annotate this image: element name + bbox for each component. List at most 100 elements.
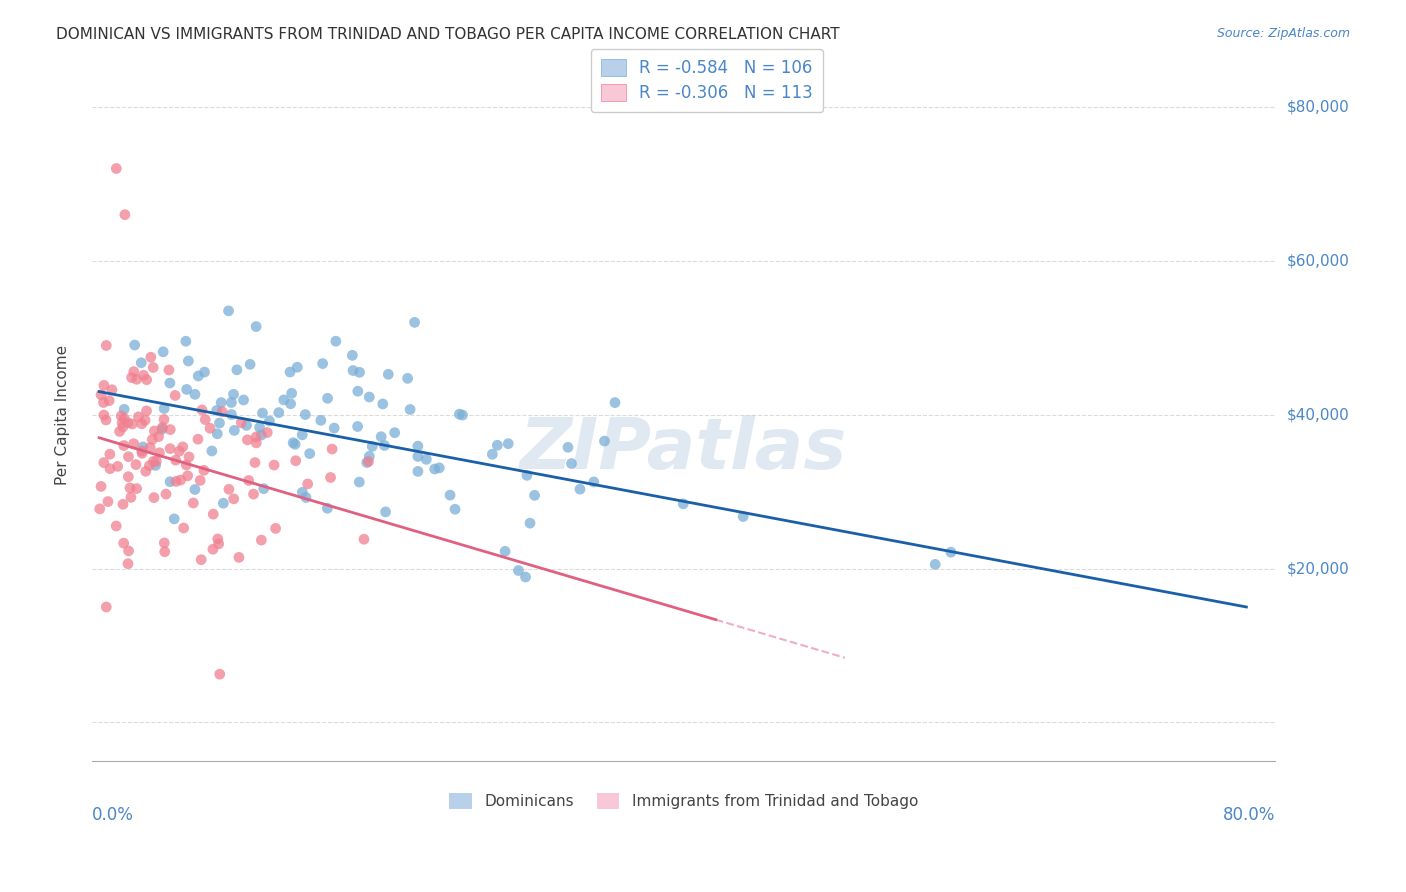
- Point: [263, 458, 285, 472]
- Point: [218, 483, 240, 497]
- Point: [316, 501, 339, 516]
- Point: [90, 479, 112, 493]
- Point: [523, 488, 546, 502]
- Point: [238, 474, 260, 488]
- Text: $20,000: $20,000: [1286, 561, 1350, 576]
- Point: [423, 462, 446, 476]
- Point: [342, 348, 364, 362]
- Point: [519, 516, 541, 530]
- Point: [496, 436, 519, 450]
- Point: [134, 413, 156, 427]
- Point: [373, 438, 395, 452]
- Point: [284, 453, 307, 467]
- Point: [188, 474, 211, 488]
- Point: [283, 435, 305, 450]
- Point: [129, 356, 152, 370]
- Point: [107, 459, 129, 474]
- Point: [280, 386, 302, 401]
- Point: [105, 519, 128, 533]
- Point: [117, 450, 139, 464]
- Point: [733, 509, 755, 524]
- Text: DOMINICAN VS IMMIGRANTS FROM TRINIDAD AND TOBAGO PER CAPITA INCOME CORRELATION C: DOMINICAN VS IMMIGRANTS FROM TRINIDAD AN…: [56, 27, 839, 42]
- Point: [406, 464, 429, 478]
- Point: [117, 544, 139, 558]
- Text: 80.0%: 80.0%: [1223, 805, 1275, 824]
- Point: [311, 357, 333, 371]
- Point: [135, 373, 157, 387]
- Point: [98, 447, 121, 461]
- Point: [427, 461, 450, 475]
- Point: [259, 414, 281, 428]
- Point: [250, 428, 273, 442]
- Point: [108, 425, 131, 439]
- Point: [321, 442, 343, 456]
- Point: [117, 469, 139, 483]
- Point: [132, 368, 155, 383]
- Point: [177, 354, 200, 368]
- Point: [98, 461, 121, 475]
- Point: [323, 421, 346, 435]
- Point: [294, 408, 316, 422]
- Point: [222, 387, 245, 401]
- Legend: Dominicans, Immigrants from Trinidad and Tobago: Dominicans, Immigrants from Trinidad and…: [443, 788, 924, 815]
- Point: [371, 397, 394, 411]
- Point: [138, 458, 160, 473]
- Point: [172, 440, 194, 454]
- Point: [406, 439, 429, 453]
- Point: [278, 365, 301, 379]
- Point: [273, 392, 295, 407]
- Point: [193, 463, 215, 477]
- Point: [415, 452, 437, 467]
- Point: [285, 360, 308, 375]
- Point: [515, 570, 537, 584]
- Point: [122, 436, 145, 450]
- Point: [325, 334, 347, 349]
- Point: [110, 409, 132, 423]
- Point: [444, 502, 467, 516]
- Point: [357, 454, 380, 468]
- Point: [243, 456, 266, 470]
- Point: [221, 395, 243, 409]
- Text: $80,000: $80,000: [1286, 100, 1350, 114]
- Point: [569, 482, 592, 496]
- Point: [209, 395, 232, 409]
- Point: [165, 453, 187, 467]
- Point: [207, 532, 229, 546]
- Point: [406, 450, 429, 464]
- Point: [125, 372, 148, 386]
- Point: [150, 422, 173, 436]
- Point: [370, 430, 392, 444]
- Point: [449, 407, 471, 421]
- Point: [112, 402, 135, 417]
- Point: [125, 458, 148, 472]
- Point: [96, 599, 118, 614]
- Point: [142, 454, 165, 468]
- Point: [361, 439, 384, 453]
- Point: [198, 421, 221, 435]
- Point: [316, 392, 339, 406]
- Point: [94, 413, 117, 427]
- Point: [672, 497, 695, 511]
- Point: [451, 408, 474, 422]
- Point: [93, 456, 115, 470]
- Point: [159, 423, 181, 437]
- Point: [184, 483, 207, 497]
- Point: [399, 402, 422, 417]
- Text: Per Capita Income: Per Capita Income: [55, 344, 70, 484]
- Point: [176, 458, 198, 472]
- Point: [193, 365, 215, 379]
- Point: [356, 455, 378, 469]
- Point: [139, 441, 162, 455]
- Point: [205, 403, 228, 417]
- Point: [169, 473, 191, 487]
- Point: [245, 430, 267, 444]
- Point: [245, 435, 267, 450]
- Point: [516, 468, 538, 483]
- Point: [346, 384, 368, 399]
- Point: [374, 505, 396, 519]
- Text: $40,000: $40,000: [1286, 407, 1350, 422]
- Point: [218, 304, 240, 318]
- Point: [125, 482, 148, 496]
- Point: [297, 477, 319, 491]
- Point: [159, 442, 181, 456]
